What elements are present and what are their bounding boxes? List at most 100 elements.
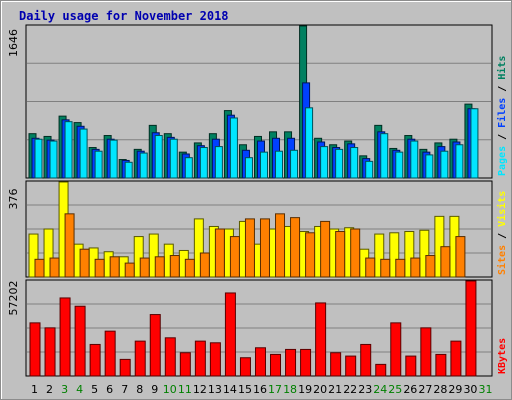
bar-visits-day-8 — [133, 236, 144, 278]
x-tick-label: 20 — [313, 383, 327, 396]
bar-kbytes-day-15 — [239, 357, 251, 377]
bar-kbytes-day-4 — [74, 305, 86, 377]
bar-pages-day-19 — [305, 107, 314, 179]
bar-kbytes-day-5 — [89, 343, 101, 377]
bar-sites-day-27 — [425, 255, 436, 278]
bar-sites-day-25 — [395, 258, 406, 278]
x-tick-label: 3 — [61, 383, 68, 396]
bar-sites-day-10 — [169, 255, 180, 278]
x-tick-label: 18 — [283, 383, 297, 396]
panel-visits-legend: Sites / Visits — [496, 191, 508, 275]
bar-pages-day-15 — [244, 157, 253, 179]
bar-sites-day-20 — [320, 220, 331, 278]
bar-pages-day-7 — [124, 161, 133, 179]
legend-separator: / — [497, 128, 508, 146]
bar-sites-day-1 — [34, 258, 45, 278]
bar-pages-day-2 — [49, 140, 58, 179]
x-tick-label: 13 — [208, 383, 222, 396]
bar-kbytes-day-14 — [224, 292, 236, 377]
bar-sites-day-4 — [79, 248, 90, 278]
bar-sites-day-2 — [49, 257, 60, 278]
bar-sites-day-23 — [365, 257, 376, 278]
bar-pages-day-22 — [350, 147, 359, 179]
x-tick-label: 12 — [193, 383, 207, 396]
bar-pages-day-16 — [259, 151, 268, 179]
bar-pages-day-3 — [64, 121, 73, 179]
bar-visits-day-9 — [148, 233, 159, 278]
bar-pages-day-9 — [154, 135, 163, 179]
bar-kbytes-day-18 — [285, 348, 297, 377]
x-tick-label: 22 — [343, 383, 357, 396]
legend-separator: / — [497, 227, 508, 245]
bar-kbytes-day-22 — [345, 355, 357, 377]
bar-visits-day-2 — [43, 228, 54, 278]
bar-pages-day-10 — [169, 138, 178, 179]
bar-visits-day-25 — [389, 232, 400, 278]
bar-sites-day-22 — [350, 228, 361, 278]
bar-sites-day-6 — [109, 256, 120, 278]
x-tick-label: 15 — [238, 383, 252, 396]
x-tick-label: 27 — [418, 383, 432, 396]
bar-pages-day-20 — [320, 146, 329, 179]
bar-kbytes-day-26 — [405, 355, 417, 377]
bar-kbytes-day-21 — [330, 352, 342, 377]
bar-sites-day-21 — [335, 231, 346, 278]
legend-item: Files — [496, 98, 508, 128]
legend-item: KBytes — [497, 338, 508, 374]
bar-pages-day-28 — [440, 150, 449, 179]
panel-kbytes: 57202 KBytes — [7, 279, 508, 377]
bar-sites-day-19 — [305, 232, 316, 278]
legend-item: Sites — [496, 245, 508, 275]
x-tick-label: 10 — [163, 383, 177, 396]
bar-pages-day-26 — [410, 140, 419, 179]
bar-pages-day-23 — [365, 160, 374, 179]
bar-sites-day-8 — [139, 257, 150, 278]
bar-kbytes-day-1 — [29, 322, 41, 377]
x-tick-label: 14 — [223, 383, 237, 396]
bar-kbytes-day-9 — [149, 314, 161, 377]
bar-kbytes-day-24 — [375, 363, 387, 377]
bar-kbytes-day-10 — [164, 337, 176, 377]
x-tick-label: 7 — [121, 383, 128, 396]
bar-pages-day-1 — [34, 138, 43, 179]
bar-kbytes-day-13 — [209, 342, 221, 377]
bar-kbytes-day-12 — [194, 340, 206, 377]
x-tick-label: 11 — [178, 383, 192, 396]
x-tick-label: 4 — [76, 383, 83, 396]
x-tick-label: 9 — [151, 383, 158, 396]
bar-sites-day-7 — [124, 262, 135, 278]
bar-sites-day-11 — [184, 258, 195, 278]
bar-kbytes-day-27 — [420, 327, 432, 377]
legend-item: Pages — [497, 146, 508, 176]
x-tick-label: 21 — [328, 383, 342, 396]
bar-pages-day-18 — [290, 149, 299, 179]
bar-pages-day-27 — [425, 154, 434, 179]
bar-sites-day-28 — [440, 246, 451, 278]
x-tick-label: 24 — [373, 383, 387, 396]
chart-title: Daily usage for November 2018 — [19, 9, 229, 23]
bar-pages-day-4 — [79, 128, 88, 179]
bar-sites-day-3 — [64, 213, 75, 278]
panel-visits: 376 Sites / Visits — [7, 180, 508, 278]
bar-sites-day-15 — [244, 218, 255, 278]
bar-kbytes-day-16 — [254, 347, 266, 377]
bar-kbytes-day-7 — [119, 358, 131, 377]
bar-kbytes-day-29 — [450, 340, 462, 377]
bar-pages-day-21 — [335, 148, 344, 179]
legend-item: Visits — [496, 191, 508, 227]
bar-kbytes-day-23 — [360, 343, 372, 377]
bar-sites-day-18 — [290, 217, 301, 278]
bar-sites-day-29 — [455, 236, 466, 278]
bar-pages-day-25 — [395, 151, 404, 179]
bar-pages-day-29 — [455, 144, 464, 179]
legend-item: Hits — [496, 56, 508, 80]
bar-visits-day-24 — [374, 233, 385, 278]
bar-kbytes-day-25 — [390, 322, 402, 377]
bar-kbytes-day-3 — [59, 297, 71, 377]
bar-sites-day-9 — [154, 256, 165, 278]
legend-separator: / — [497, 80, 508, 98]
bar-visits-day-1 — [28, 233, 39, 278]
x-tick-label: 8 — [136, 383, 143, 396]
x-tick-label: 25 — [388, 383, 402, 396]
